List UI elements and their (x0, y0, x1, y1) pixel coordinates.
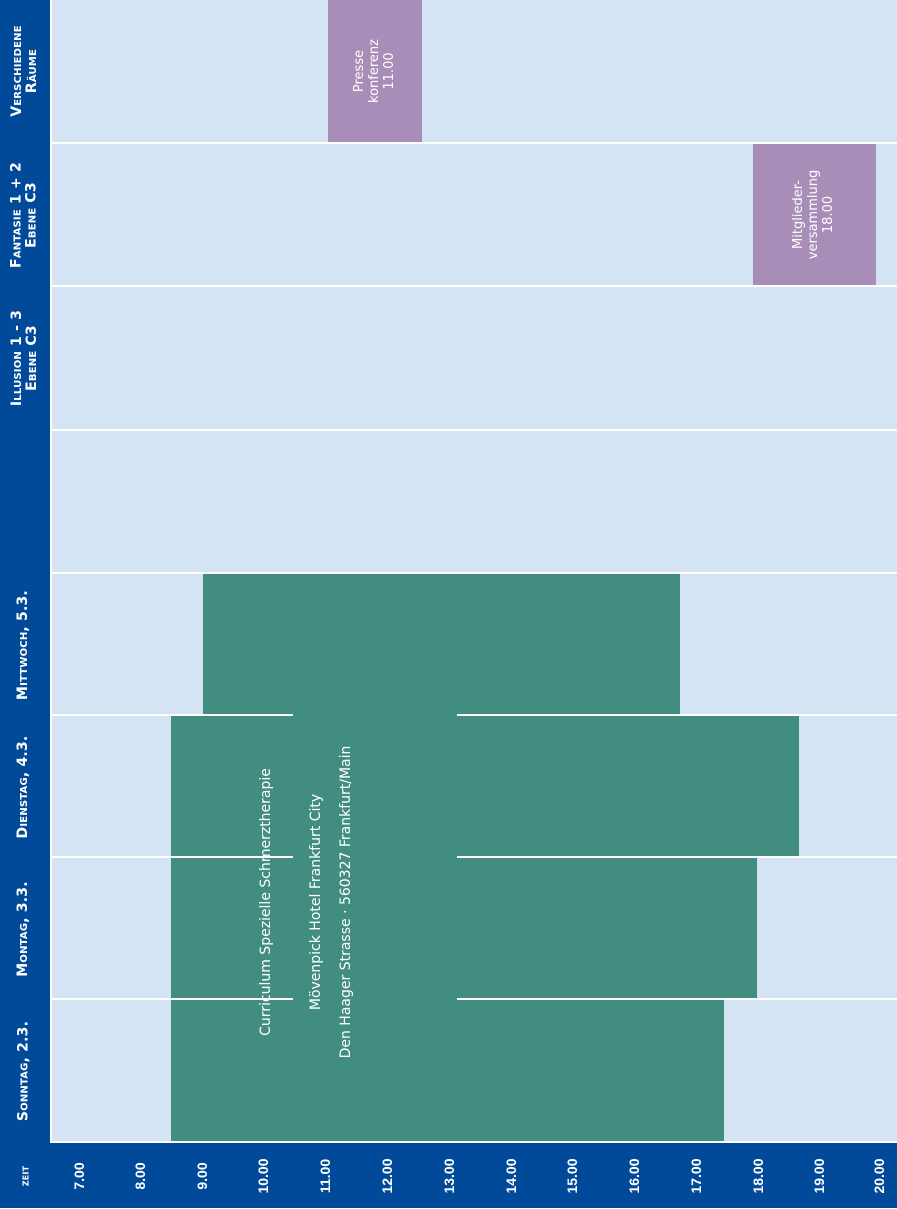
time-label: 19.00 (811, 1158, 827, 1194)
curriculum-address: Den Haager Strasse · 560327 Frankfurt/Ma… (338, 745, 354, 1059)
mitgliederversammlung-event: Mitglieder- versammlung 18.00 (753, 144, 876, 285)
time-label: 8.00 (132, 1162, 148, 1190)
curriculum-join-1 (203, 714, 680, 716)
presse-line2: konferenz (367, 39, 382, 103)
header-column (0, 0, 50, 1208)
time-label: 13.00 (441, 1158, 457, 1194)
col-illusion: Illusion 1 - 3 Ebene C3 (9, 287, 40, 429)
spacer (324, 652, 338, 1152)
time-label: 7.00 (71, 1162, 87, 1190)
time-label: 11.00 (317, 1158, 333, 1194)
curriculum-sonntag (171, 1000, 724, 1141)
separator-tick (171, 714, 293, 716)
mitglieder-line2: versammlung (806, 169, 821, 260)
col-verschiedene-sub: Räume (24, 48, 40, 94)
row-illusion (52, 287, 897, 429)
presse-line1: Presse (352, 49, 367, 93)
spacer (274, 652, 308, 1152)
time-label: 17.00 (688, 1158, 704, 1194)
curriculum-mittwoch (203, 574, 680, 714)
mitglieder-line1: Mitglieder- (791, 180, 806, 249)
time-label: 10.00 (255, 1158, 271, 1194)
curriculum-hotel: Mövenpick Hotel Frankfurt City (308, 793, 324, 1011)
curriculum-text: Curriculum Spezielle Schmerztherapie Möv… (258, 652, 378, 1152)
time-label: 15.00 (564, 1158, 580, 1194)
separator-tick (171, 856, 293, 858)
col-mittwoch: Mittwoch, 5.3. (15, 590, 31, 700)
curriculum-montag (171, 858, 757, 998)
col-fantasie: Fantasie 1 + 2 Ebene C3 (9, 145, 40, 286)
col-montag: Montag, 3.3. (15, 881, 31, 977)
time-label: 16.00 (626, 1158, 642, 1194)
separator-tick (457, 856, 757, 858)
col-fantasie-sub: Ebene C3 (23, 182, 40, 248)
col-verschiedene: Verschiedene Räume (9, 0, 40, 142)
separator-tick (457, 714, 680, 716)
row-blank (52, 431, 897, 572)
mitglieder-line3: 18.00 (821, 195, 836, 234)
gap-cover (171, 714, 203, 716)
separator-tick (171, 998, 293, 1000)
time-label: 20.00 (871, 1158, 887, 1194)
col-dienstag: Dienstag, 4.3. (15, 735, 31, 839)
curriculum-join-3 (171, 998, 724, 1000)
time-label: 18.00 (750, 1158, 766, 1194)
time-label: 14.00 (503, 1158, 519, 1194)
time-row (0, 1143, 897, 1208)
col-sonntag: Sonntag, 2.3. (15, 1020, 32, 1122)
time-label: 9.00 (194, 1162, 210, 1190)
curriculum-title: Curriculum Spezielle Schmerztherapie (258, 768, 274, 1036)
col-illusion-sub: Ebene C3 (24, 325, 40, 391)
curriculum-dienstag (171, 716, 799, 856)
separator-tick (457, 998, 724, 1000)
presse-line3: 11.00 (382, 52, 397, 90)
col-zeit: zeit (18, 1165, 32, 1187)
presse-konferenz-event: Presse konferenz 11.00 (328, 0, 422, 142)
time-label: 12.00 (379, 1158, 395, 1194)
row-verschiedene (52, 0, 897, 142)
